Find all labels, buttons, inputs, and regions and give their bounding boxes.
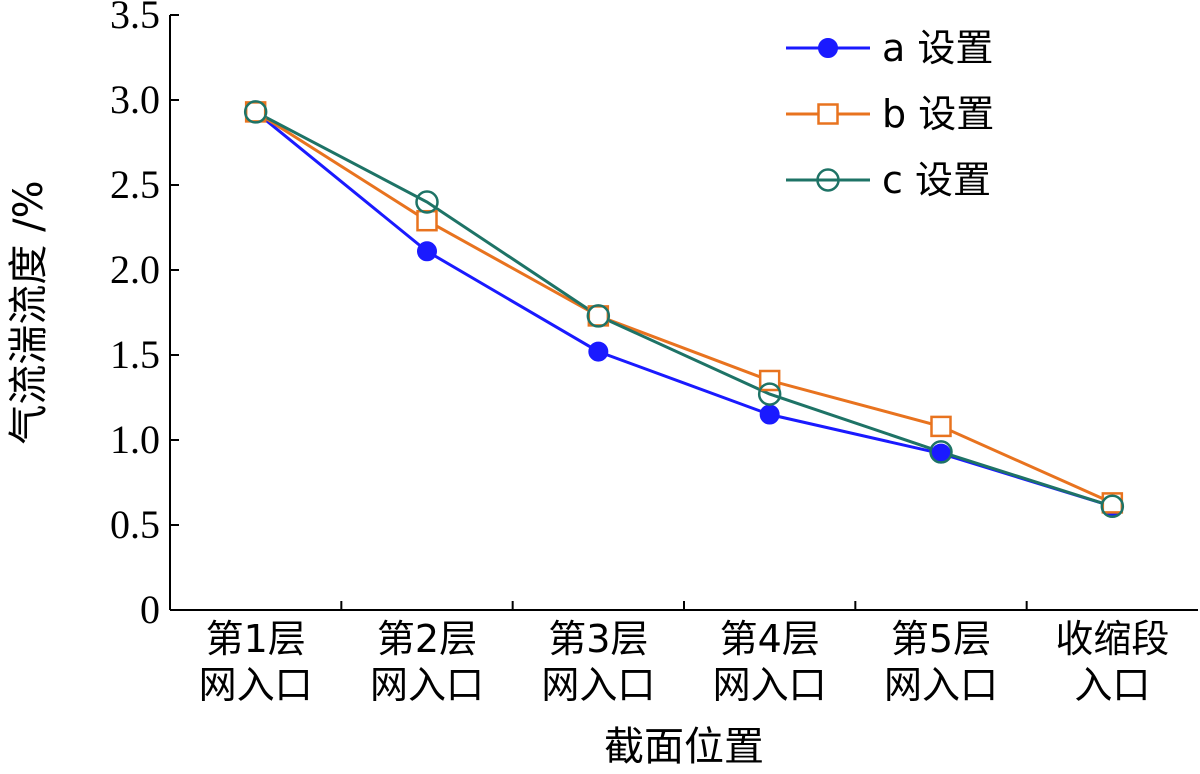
legend-marker <box>818 38 838 58</box>
data-point <box>586 304 611 328</box>
legend-marker <box>817 103 839 125</box>
legend-marker <box>816 168 840 192</box>
data-point <box>757 382 782 406</box>
x-tick-label: 第4层网入口 <box>713 617 827 707</box>
x-tick-label-line: 网入口 <box>713 663 827 707</box>
x-tick-label: 第1层网入口 <box>199 617 313 707</box>
data-point <box>930 415 952 438</box>
y-tick-label: 0 <box>140 587 160 632</box>
data-point <box>929 440 953 464</box>
data-point <box>759 404 780 425</box>
x-tick-label-line: 第3层 <box>548 617 648 661</box>
x-tick-label-line: 网入口 <box>199 663 313 707</box>
y-tick-label: 1.5 <box>110 332 160 377</box>
y-axis-title: 气流湍流度 /% <box>6 180 52 444</box>
x-tick-label: 收缩段入口 <box>1055 617 1169 707</box>
legend-label: b 设置 <box>882 92 994 136</box>
x-tick-label: 第2层网入口 <box>370 617 484 707</box>
x-tick-label-line: 第4层 <box>720 617 820 661</box>
data-point <box>415 190 439 214</box>
x-tick-label-line: 网入口 <box>370 663 484 707</box>
tick-labels: 00.51.01.52.02.53.03.5第1层网入口第2层网入口第3层网入口… <box>110 0 1169 707</box>
y-tick-label: 3.5 <box>110 0 160 37</box>
data-point <box>1100 494 1125 519</box>
x-tick-label-line: 网入口 <box>884 663 998 707</box>
x-tick-label-line: 第5层 <box>891 617 991 661</box>
legend-label: c 设置 <box>882 158 991 202</box>
data-point <box>588 341 609 362</box>
x-tick-label-line: 网入口 <box>541 663 655 707</box>
data-point <box>417 241 437 262</box>
y-tick-label: 0.5 <box>110 502 160 547</box>
x-tick-label-line: 收缩段 <box>1055 617 1169 661</box>
data-point <box>416 209 438 232</box>
y-tick-label: 2.5 <box>110 162 160 207</box>
x-tick-label-line: 第1层 <box>206 617 306 661</box>
series-line <box>254 110 1113 508</box>
legend: a 设置 b 设置 c 设置 <box>786 26 994 202</box>
y-tick-label: 2.0 <box>110 247 160 292</box>
y-tick-label: 3.0 <box>110 77 160 122</box>
series-line <box>254 110 1113 505</box>
x-tick-label: 第3层网入口 <box>541 617 655 707</box>
series-lines <box>243 100 1125 519</box>
y-tick-label: 1.0 <box>110 417 160 462</box>
data-point <box>243 100 268 124</box>
legend-label: a 设置 <box>882 26 993 70</box>
x-tick-label-line: 第2层 <box>377 617 477 661</box>
axes <box>169 15 1198 611</box>
x-tick-label-line: 入口 <box>1074 663 1150 707</box>
x-tick-label: 第5层网入口 <box>884 617 998 707</box>
x-axis-title: 截面位置 <box>604 724 764 770</box>
